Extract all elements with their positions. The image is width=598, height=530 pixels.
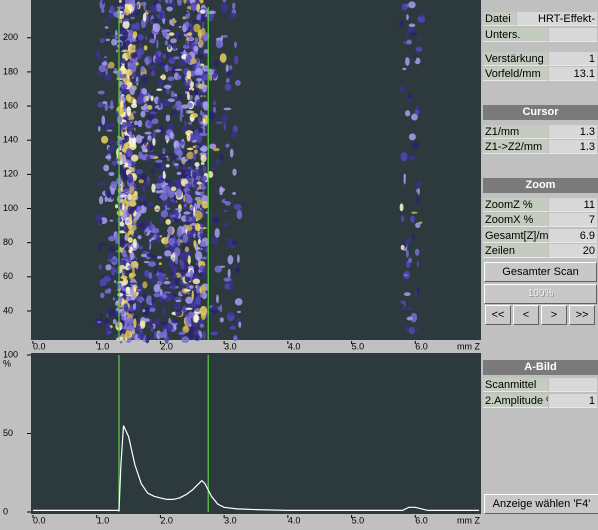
field-label: Gesamt[Z]/mm <box>483 229 548 243</box>
y-tick-label: 60 <box>3 271 13 281</box>
y-tick-label: 180 <box>3 66 18 76</box>
full-scan-button[interactable]: Gesamter Scan <box>484 262 597 282</box>
field-value: HRT-Effekt- <box>517 12 597 26</box>
nav-button[interactable]: > <box>541 305 567 325</box>
x-unit: mm Z <box>457 341 480 351</box>
field-value: 7 <box>549 213 597 227</box>
y-tick-label: 50 <box>3 428 13 438</box>
field-label: Verstärkung <box>483 52 548 66</box>
y-tick-label: 100 <box>3 203 18 213</box>
field-label: Scanmittel <box>483 378 548 392</box>
field-label: ZoomZ % <box>483 198 548 212</box>
field-value: 20 <box>549 244 597 258</box>
x-tick-label: 4.0 <box>288 515 301 525</box>
x-tick-label: 0.0 <box>33 341 46 351</box>
x-tick-label: 6.0 <box>415 341 428 351</box>
field-label: Z1/mm <box>483 125 548 139</box>
x-tick-label: 4.0 <box>288 341 301 351</box>
field-label: Zeilen <box>483 244 548 258</box>
field-value: 1 <box>549 52 597 66</box>
x-tick-label: 3.0 <box>224 341 237 351</box>
nav-button[interactable]: >> <box>569 305 595 325</box>
x-tick-label: 2.0 <box>160 515 173 525</box>
select-view-button[interactable]: Anzeige wählen 'F4' <box>484 494 598 514</box>
x-tick-label: 5.0 <box>352 341 365 351</box>
field-label: Vorfeld/mm <box>483 67 548 81</box>
nav-button[interactable]: << <box>485 305 511 325</box>
app-window: 4060801001201401601802000.01.02.03.04.05… <box>0 0 598 530</box>
x-tick-label: 1.0 <box>97 515 110 525</box>
x-tick-label: 0.0 <box>33 515 46 525</box>
ascan-area <box>31 353 481 514</box>
y-tick-label: 120 <box>3 169 18 179</box>
field-value <box>549 378 597 392</box>
field-value: 13.1 <box>549 67 597 81</box>
field-value: 1 <box>549 394 597 408</box>
field-value: 6.9 <box>549 229 597 243</box>
field-label: Datei <box>483 12 516 26</box>
y-tick-label: 40 <box>3 305 13 315</box>
section-header: A-Bild <box>483 360 598 375</box>
field-label: Z1->Z2/mm <box>483 140 548 154</box>
y-tick-label: 140 <box>3 135 18 145</box>
y-tick-label: 80 <box>3 237 13 247</box>
field-label: ZoomX % <box>483 213 548 227</box>
field-label: 2.Amplitude % <box>483 394 548 408</box>
section-header: Cursor <box>483 105 598 120</box>
x-tick-label: 5.0 <box>352 515 365 525</box>
nav-button[interactable]: < <box>513 305 539 325</box>
field-value <box>549 28 597 42</box>
plots: 40 60 80 100 120 140 160 180 200 0.0 1.0 2.0 3.0 4.0 5… <box>0 0 482 530</box>
percent-button: 100% <box>484 284 597 304</box>
y-unit: % <box>3 358 11 368</box>
x-tick-label: 3.0 <box>224 515 237 525</box>
y-tick-label: 0 <box>3 506 8 516</box>
field-value: 1.3 <box>549 140 597 154</box>
y-tick-label: 160 <box>3 100 18 110</box>
section-header: Zoom <box>483 178 598 193</box>
field-label: Unters. <box>483 28 548 42</box>
x-unit: mm Z <box>457 515 480 525</box>
field-value: 11 <box>549 198 597 212</box>
y-tick-label: 200 <box>3 32 18 42</box>
x-tick-label: 1.0 <box>97 341 110 351</box>
field-value: 1.3 <box>549 125 597 139</box>
x-tick-label: 6.0 <box>415 515 428 525</box>
x-tick-label: 2.0 <box>160 341 173 351</box>
